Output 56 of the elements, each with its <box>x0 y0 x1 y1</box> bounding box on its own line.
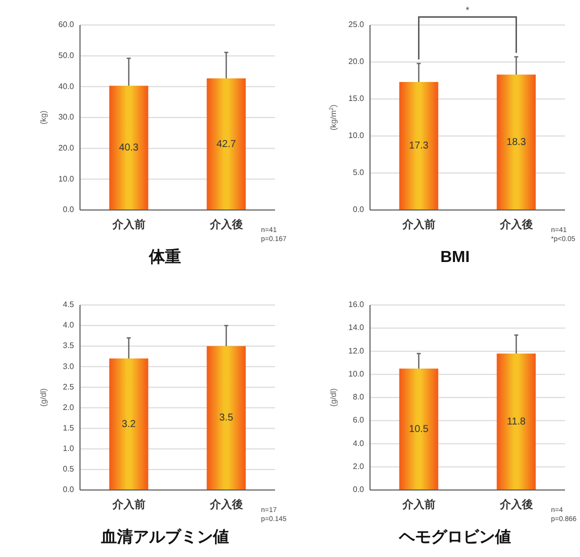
text: ヘモグロビン値 <box>398 528 511 546</box>
x-tick-label: 介入後 <box>498 218 533 231</box>
data-label: 11.8 <box>506 416 526 428</box>
y-tick-label: 25.0 <box>348 20 365 30</box>
y-tick-label: 10.0 <box>348 131 365 140</box>
y-tick-label: 60.0 <box>58 20 75 30</box>
x-tick-label: 介入後 <box>208 218 243 231</box>
y-tick-label: 2.5 <box>62 382 75 392</box>
y-tick-label: 12.0 <box>348 346 365 356</box>
data-label: 17.3 <box>409 140 429 152</box>
data-label: 10.5 <box>409 424 429 435</box>
x-tick-label: 介入前 <box>111 218 146 231</box>
y-tick-label: 4.5 <box>62 300 75 310</box>
data-label: 40.3 <box>119 142 139 154</box>
y-tick-label: 20.0 <box>58 143 75 152</box>
y-tick-label: 50.0 <box>58 50 75 60</box>
y-axis-title: (g/dl) <box>39 388 48 407</box>
y-tick-label: 1.0 <box>62 444 75 453</box>
x-tick-label: 介入後 <box>208 498 243 511</box>
data-label: 42.7 <box>216 138 236 150</box>
y-tick-label: 20.0 <box>348 57 365 66</box>
y-tick-label: 0.0 <box>62 485 75 494</box>
y-tick-label: 16.0 <box>348 300 365 310</box>
y-tick-label: 30.0 <box>58 112 75 122</box>
y-tick-label: 2.0 <box>62 402 75 412</box>
text: 体重 <box>148 248 181 266</box>
data-label: 3.2 <box>122 418 136 430</box>
y-tick-label: 2.0 <box>352 462 365 471</box>
text: BMI <box>440 249 470 266</box>
y-tick-label: 0.0 <box>352 205 365 214</box>
y-tick-label: 15.0 <box>348 94 365 104</box>
y-tick-label: 5.0 <box>352 168 365 178</box>
x-tick-label: 介入前 <box>401 218 436 231</box>
y-tick-label: 4.0 <box>62 320 75 330</box>
x-tick-label: 介入前 <box>111 498 146 511</box>
text: 血清アルブミン値 <box>100 528 229 546</box>
text: * <box>466 5 470 15</box>
y-tick-label: 3.5 <box>62 341 75 350</box>
y-axis-title: (kg) <box>39 110 48 124</box>
y-tick-label: 3.0 <box>62 362 75 371</box>
y-tick-label: 10.0 <box>348 369 365 378</box>
data-label: 3.5 <box>219 412 234 424</box>
y-tick-label: 0.0 <box>62 205 75 214</box>
y-tick-label: 0.5 <box>62 464 75 474</box>
y-tick-label: 14.0 <box>348 323 365 332</box>
y-tick-label: 8.0 <box>352 392 365 402</box>
y-tick-label: 6.0 <box>352 416 365 425</box>
y-tick-label: 4.0 <box>352 438 365 448</box>
y-axis-title: (g/dl) <box>329 388 338 407</box>
data-label: 18.3 <box>506 136 526 148</box>
y-tick-label: 10.0 <box>58 174 75 184</box>
y-tick-label: 1.5 <box>62 423 75 432</box>
y-tick-label: 40.0 <box>58 82 75 91</box>
x-tick-label: 介入前 <box>401 498 436 511</box>
y-tick-label: 0.0 <box>352 485 365 494</box>
x-tick-label: 介入後 <box>498 498 533 511</box>
